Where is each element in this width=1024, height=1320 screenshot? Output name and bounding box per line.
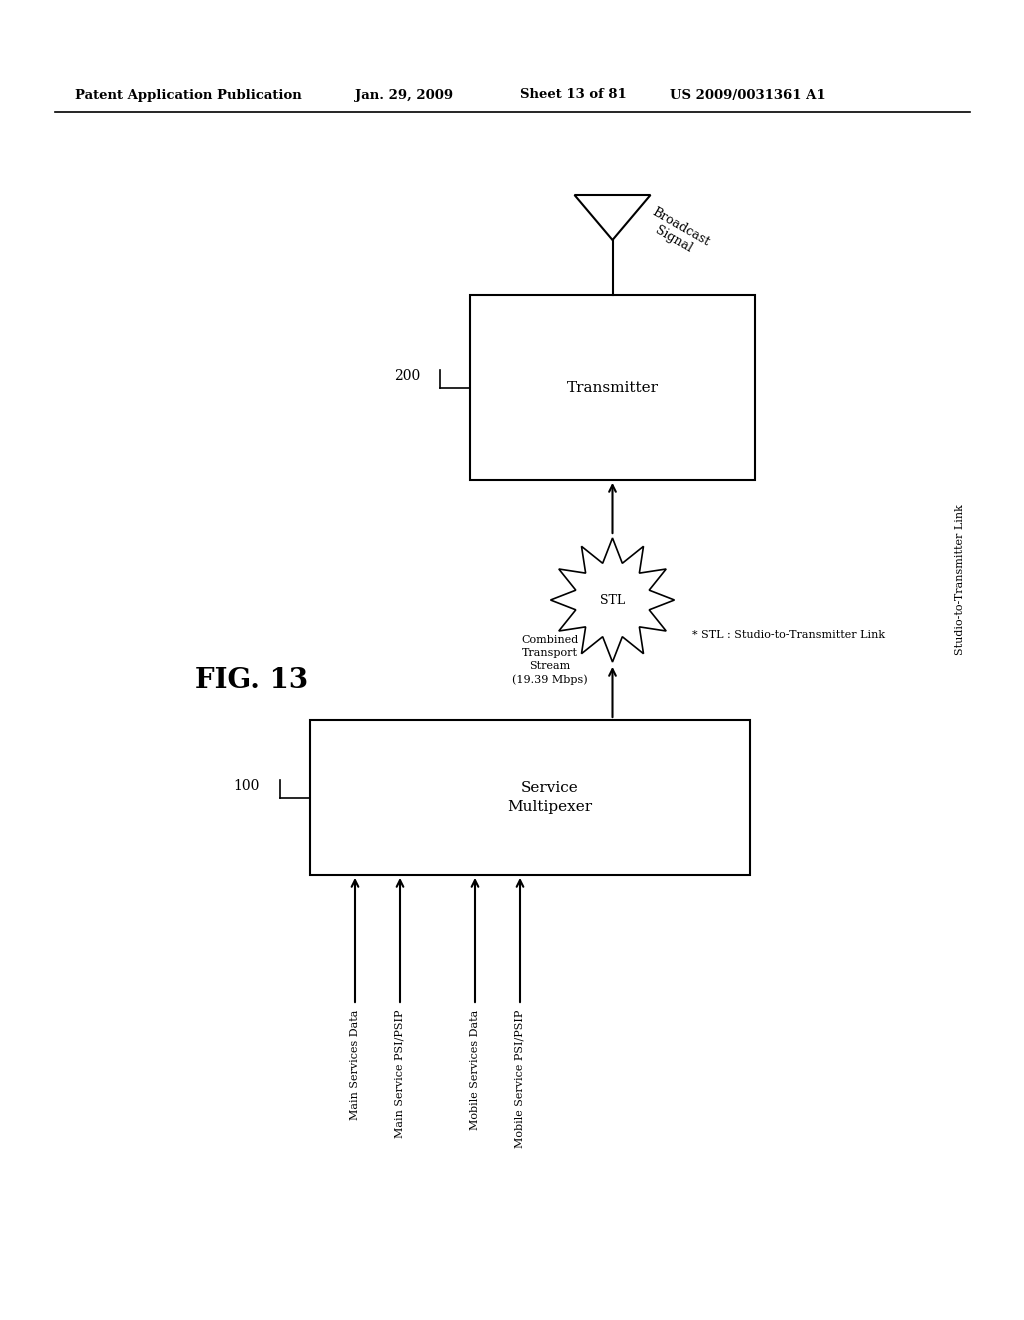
Text: STL: STL <box>600 594 625 606</box>
Text: Service
Multipexer: Service Multipexer <box>508 780 593 814</box>
Text: Combined
Transport
Stream
(19.39 Mbps): Combined Transport Stream (19.39 Mbps) <box>512 635 588 685</box>
Text: Sheet 13 of 81: Sheet 13 of 81 <box>520 88 627 102</box>
Text: Jan. 29, 2009: Jan. 29, 2009 <box>355 88 454 102</box>
Text: Mobile Services Data: Mobile Services Data <box>470 1010 480 1130</box>
Text: 200: 200 <box>394 368 420 383</box>
Text: Broadcast
Signal: Broadcast Signal <box>642 205 712 261</box>
Text: Mobile Service PSI/PSIP: Mobile Service PSI/PSIP <box>515 1010 525 1148</box>
Bar <box>470 294 755 480</box>
Text: Transmitter: Transmitter <box>566 380 658 395</box>
Text: Patent Application Publication: Patent Application Publication <box>75 88 302 102</box>
Text: * STL : Studio-to-Transmitter Link: * STL : Studio-to-Transmitter Link <box>692 630 886 640</box>
Text: US 2009/0031361 A1: US 2009/0031361 A1 <box>670 88 825 102</box>
Text: Studio-to-Transmitter Link: Studio-to-Transmitter Link <box>955 504 965 656</box>
Text: Main Service PSI/PSIP: Main Service PSI/PSIP <box>395 1010 406 1138</box>
Bar <box>310 719 750 875</box>
Text: FIG. 13: FIG. 13 <box>195 667 308 693</box>
Text: 100: 100 <box>233 779 260 792</box>
Text: Main Services Data: Main Services Data <box>350 1010 360 1121</box>
